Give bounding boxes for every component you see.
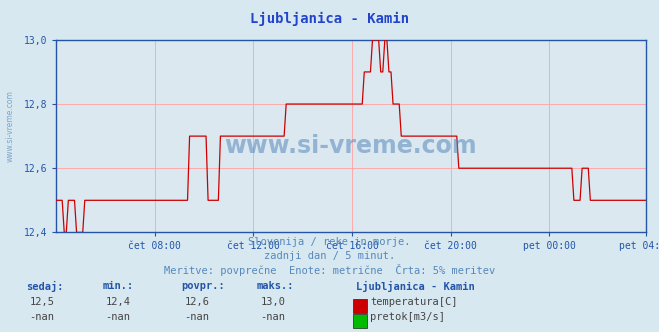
Text: www.si-vreme.com: www.si-vreme.com: [5, 90, 14, 162]
Text: -nan: -nan: [185, 312, 210, 322]
Text: 12,6: 12,6: [185, 297, 210, 307]
Text: Ljubljanica - Kamin: Ljubljanica - Kamin: [250, 12, 409, 26]
Text: www.si-vreme.com: www.si-vreme.com: [225, 134, 477, 158]
Text: pretok[m3/s]: pretok[m3/s]: [370, 312, 445, 322]
Text: -nan: -nan: [105, 312, 130, 322]
Text: 13,0: 13,0: [260, 297, 285, 307]
Text: povpr.:: povpr.:: [181, 281, 225, 290]
Text: -nan: -nan: [260, 312, 285, 322]
Text: -nan: -nan: [30, 312, 55, 322]
Text: Ljubljanica - Kamin: Ljubljanica - Kamin: [356, 281, 474, 291]
Text: 12,5: 12,5: [30, 297, 55, 307]
Text: zadnji dan / 5 minut.: zadnji dan / 5 minut.: [264, 251, 395, 261]
Text: 12,4: 12,4: [105, 297, 130, 307]
Text: sedaj:: sedaj:: [26, 281, 64, 291]
Text: min.:: min.:: [102, 281, 133, 290]
Text: temperatura[C]: temperatura[C]: [370, 297, 458, 307]
Text: maks.:: maks.:: [257, 281, 295, 290]
Text: Slovenija / reke in morje.: Slovenija / reke in morje.: [248, 237, 411, 247]
Text: Meritve: povprečne  Enote: metrične  Črta: 5% meritev: Meritve: povprečne Enote: metrične Črta:…: [164, 264, 495, 276]
